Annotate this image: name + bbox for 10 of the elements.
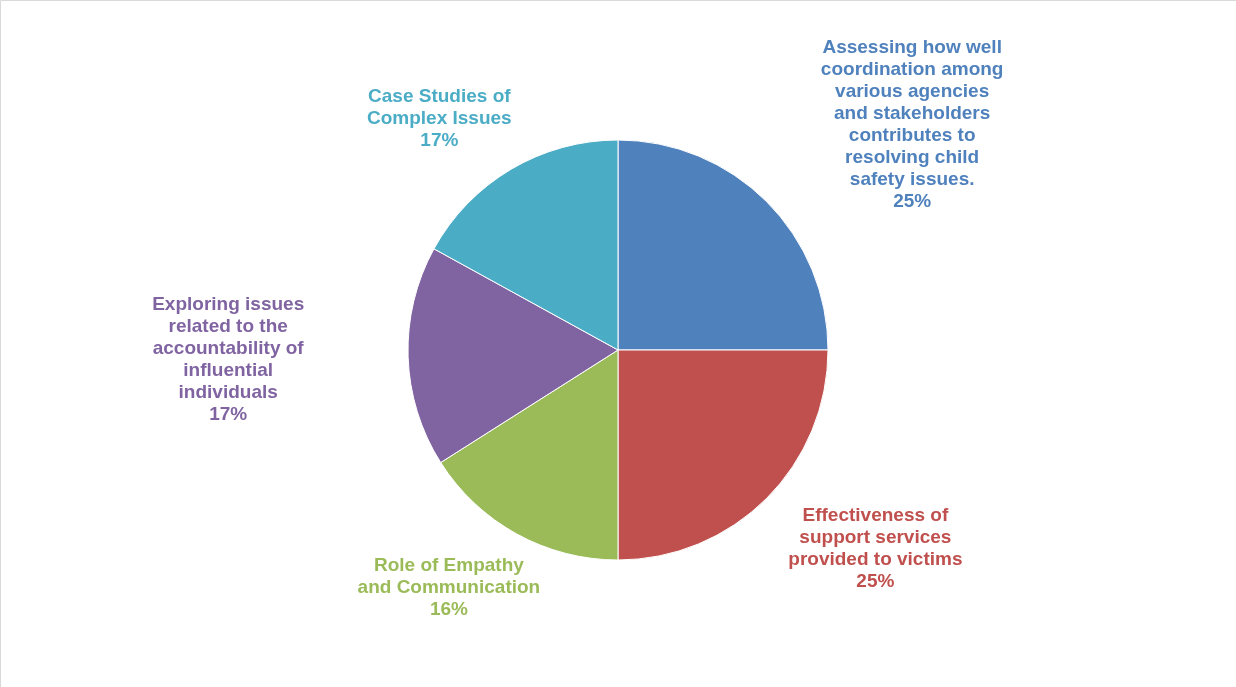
slice-label: Effectiveness of support services provided to victims xyxy=(788,503,963,569)
slice-label: Role of Empathy and Communication xyxy=(357,553,541,597)
data-label: 17% xyxy=(209,403,248,425)
data-label: 17% xyxy=(420,128,459,150)
data-label: 25% xyxy=(856,569,895,591)
data-label: 25% xyxy=(893,189,932,211)
slice-label: Assessing how well coordination among various agencies and stakeholders contributes to resolving child safety issues. xyxy=(820,35,1004,189)
slice-label: Exploring issues related to the accountability of influential individuals xyxy=(152,293,305,403)
data-label: 16% xyxy=(429,597,469,619)
slice-label: Case Studies of Complex Issues xyxy=(366,84,512,128)
